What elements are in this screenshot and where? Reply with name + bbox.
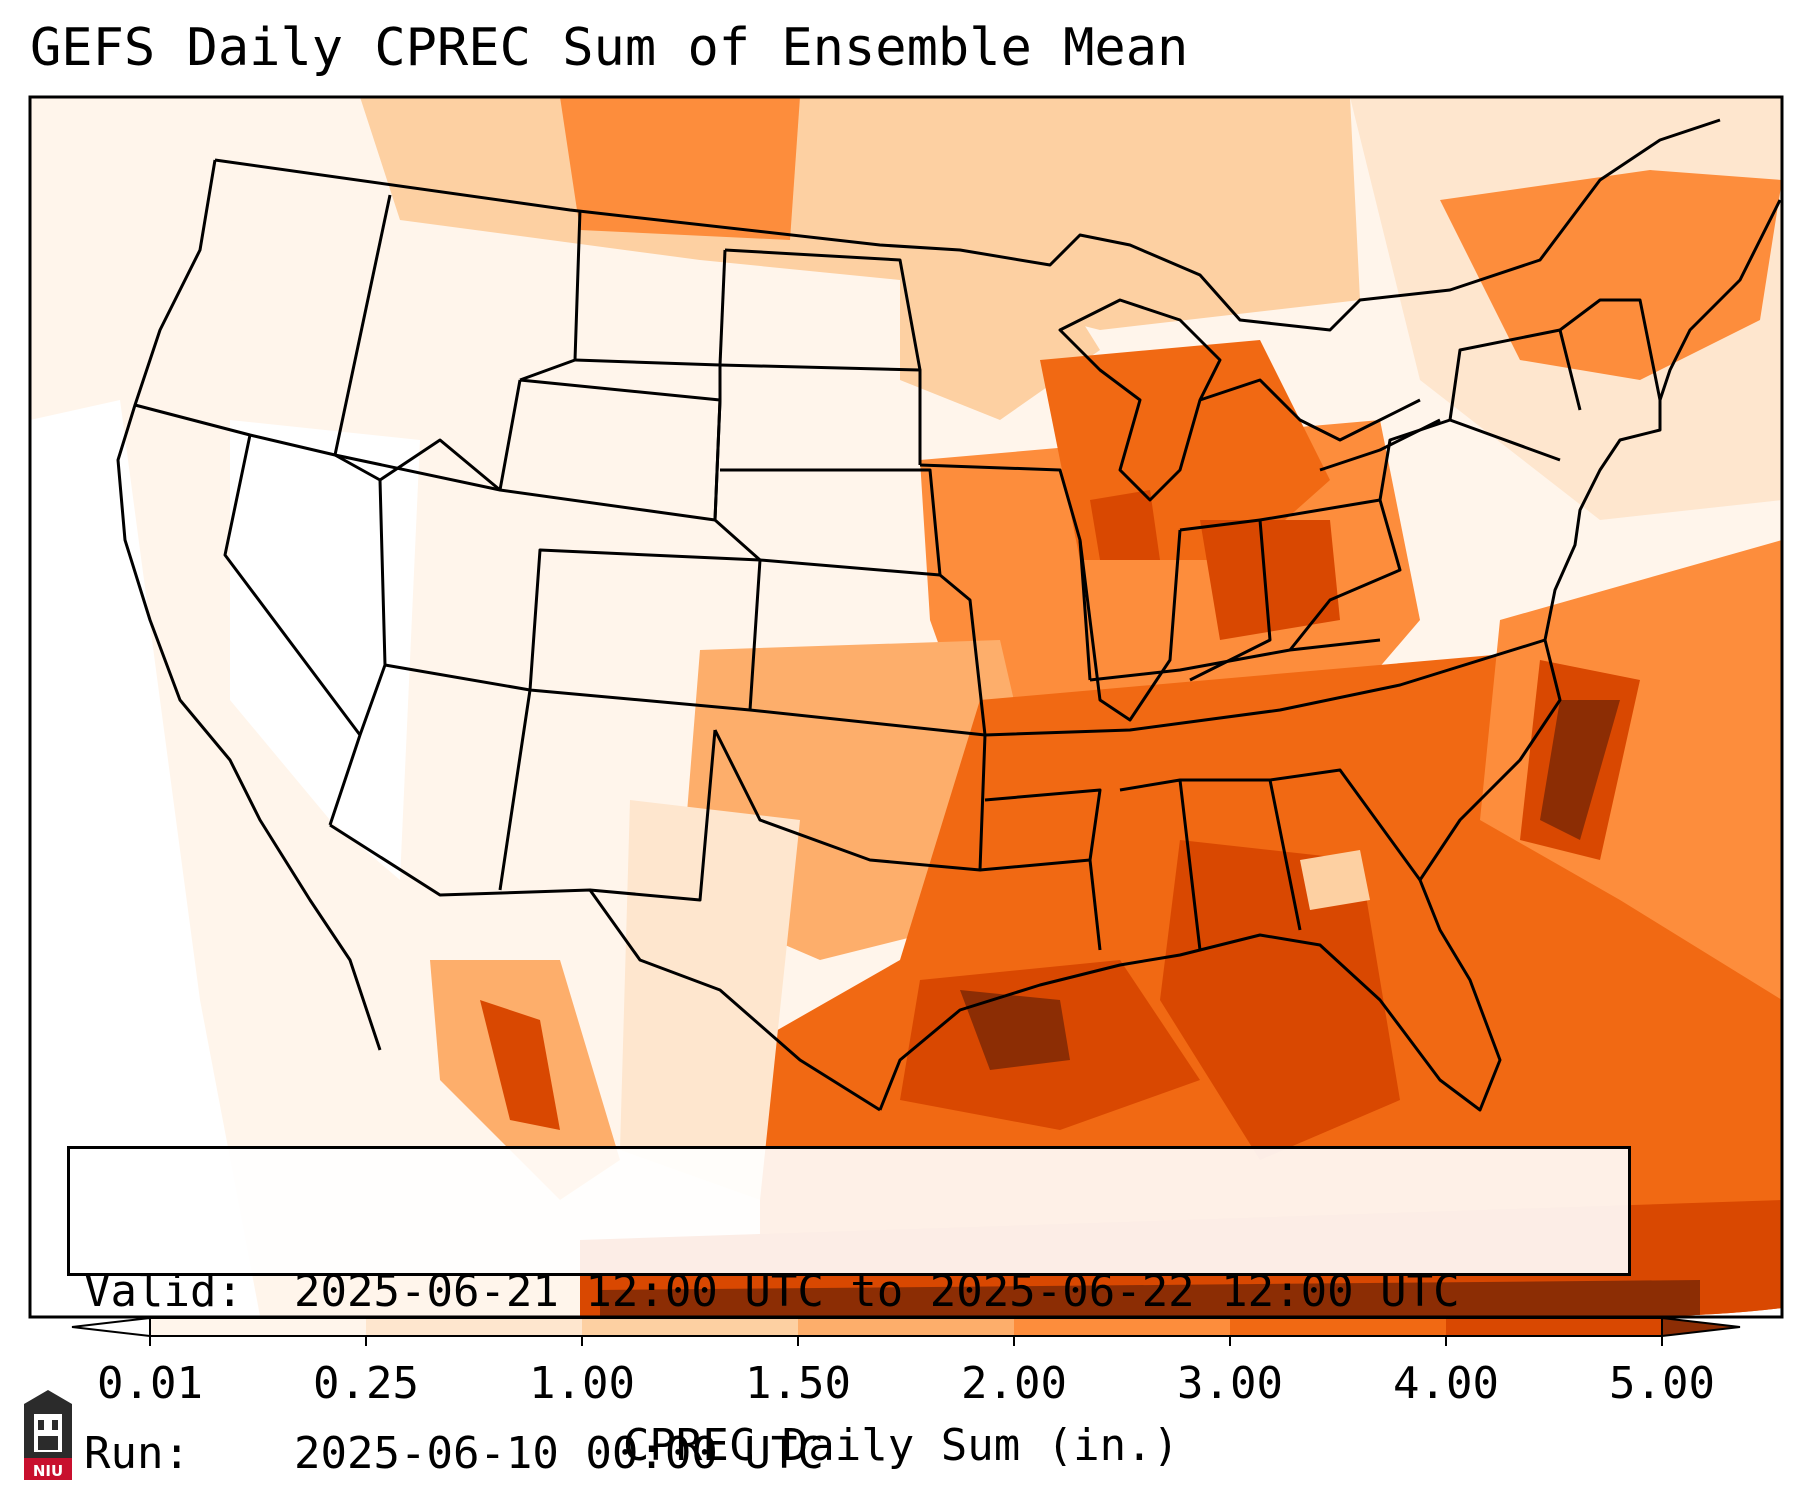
colorbar-tick-label: 0.25 <box>313 1358 419 1409</box>
colorbar-segment <box>366 1318 583 1336</box>
colorbar-tick-label: 0.01 <box>97 1358 203 1409</box>
logo-text: NIU <box>32 1462 64 1480</box>
precipitation-field <box>30 97 1782 1317</box>
colorbar-segment <box>1446 1318 1663 1336</box>
colorbar-tick-label: 1.50 <box>745 1358 851 1409</box>
niu-logo: NIU <box>20 1384 76 1482</box>
colorbar-segment <box>798 1318 1015 1336</box>
chart-title: GEFS Daily CPREC Sum of Ensemble Mean <box>30 18 1189 78</box>
colorbar-tick-label: 4.00 <box>1393 1358 1499 1409</box>
colorbar-tick-label: 3.00 <box>1177 1358 1283 1409</box>
colorbar-segment <box>582 1318 799 1336</box>
colorbar-segment <box>1014 1318 1231 1336</box>
colorbar-tick-label: 5.00 <box>1609 1358 1715 1409</box>
colorbar-extend-high <box>1661 1316 1741 1338</box>
run-label: Run: <box>84 1428 190 1479</box>
boundaries <box>116 118 1782 1112</box>
colorbar-outline <box>149 1317 1663 1337</box>
run-value: 2025-06-10 00:00 UTC <box>294 1428 824 1479</box>
info-box: Valid: 2025-06-21 12:00 UTC to 2025-06-22… <box>67 1146 1631 1479</box>
colorbar-tick-label: 1.00 <box>529 1358 635 1409</box>
colorbar-segment <box>150 1318 367 1336</box>
colorbar-title: CPREC Daily Sum (in.) <box>622 1420 1180 1471</box>
colorbar <box>71 1316 1741 1346</box>
colorbar-segment <box>1230 1318 1447 1336</box>
valid-label: Valid: <box>84 1266 243 1317</box>
valid-value: 2025-06-21 12:00 UTC to 2025-06-22 12:00… <box>294 1266 1460 1317</box>
colorbar-tick-label: 2.00 <box>961 1358 1067 1409</box>
